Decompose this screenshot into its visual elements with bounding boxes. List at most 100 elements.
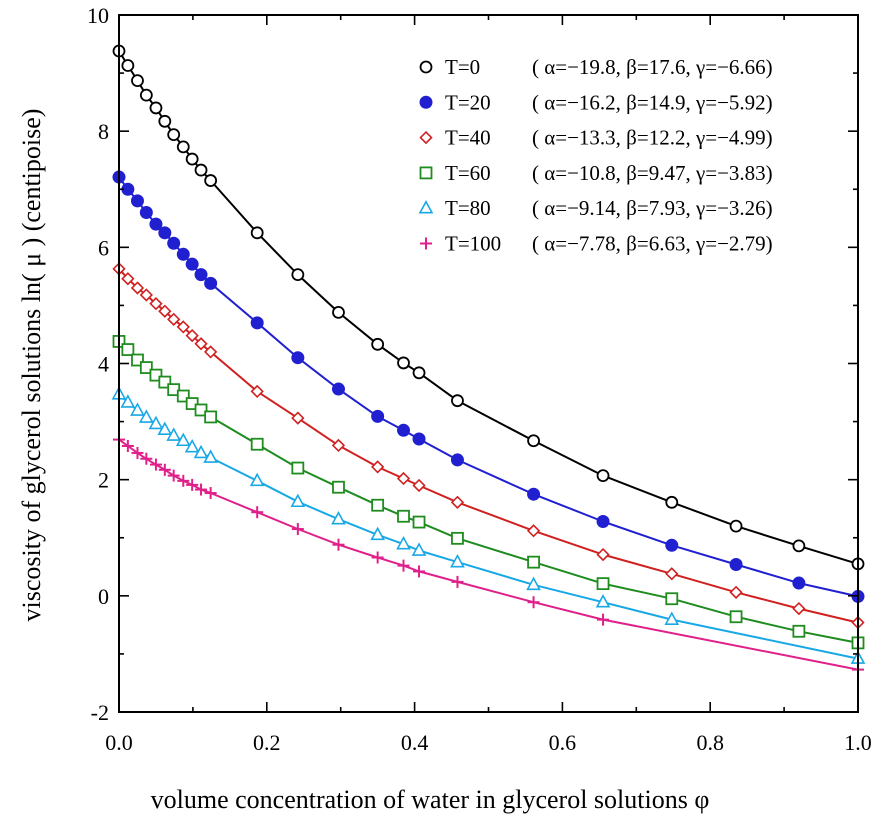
data-point xyxy=(396,471,411,486)
data-point xyxy=(729,585,743,599)
data-point xyxy=(139,288,153,302)
data-point xyxy=(131,74,144,88)
data-point xyxy=(195,483,208,496)
data-point xyxy=(149,368,163,382)
data-point xyxy=(450,495,465,509)
data-point xyxy=(396,535,411,550)
data-point xyxy=(185,152,199,166)
series-line xyxy=(118,268,859,624)
series-t100 xyxy=(113,433,864,676)
data-point xyxy=(194,163,208,177)
data-point xyxy=(291,268,305,282)
data-point xyxy=(149,217,163,231)
legend-series-name: T=40 xyxy=(445,126,491,150)
data-point xyxy=(176,320,190,334)
legend-item: T=80 ( α=−9.14, β=7.93, γ=−3.26) xyxy=(418,196,773,220)
data-point xyxy=(250,384,264,399)
data-point xyxy=(166,427,182,441)
data-point xyxy=(184,438,200,453)
data-point xyxy=(397,423,411,437)
data-point xyxy=(451,575,464,588)
data-point xyxy=(175,432,191,447)
data-point xyxy=(331,510,346,525)
data-point xyxy=(186,478,199,491)
legend-item: T=60 ( α=−10.8, β=9.47, γ=−3.83) xyxy=(419,161,773,185)
data-point xyxy=(194,268,208,282)
data-point xyxy=(526,524,541,538)
data-point xyxy=(193,444,209,459)
data-point xyxy=(412,478,426,493)
data-point xyxy=(419,95,433,109)
data-point xyxy=(595,594,611,608)
data-point xyxy=(665,592,679,606)
data-point xyxy=(665,538,679,552)
x-axis-label: volume concentration of water in glycero… xyxy=(151,785,710,814)
legend-series-name: T=20 xyxy=(445,90,491,114)
data-point xyxy=(158,304,172,318)
data-point xyxy=(419,60,433,74)
data-point xyxy=(729,610,743,624)
data-point xyxy=(291,523,304,536)
data-point xyxy=(149,101,163,115)
series-t40 xyxy=(112,262,865,630)
data-point xyxy=(130,402,145,416)
legend-params: ( α=−13.3, β=12.2, γ=−4.99) xyxy=(532,126,773,150)
data-point xyxy=(596,469,610,483)
data-point xyxy=(149,297,163,311)
data-point xyxy=(527,555,540,569)
x-tick-label: 0.2 xyxy=(253,730,281,755)
data-point xyxy=(131,446,144,459)
axes xyxy=(118,14,859,713)
data-point xyxy=(792,601,806,616)
data-point xyxy=(729,557,743,571)
data-point xyxy=(185,328,199,343)
data-point xyxy=(177,474,190,487)
y-tick-label: 6 xyxy=(98,235,109,260)
data-point xyxy=(204,487,217,500)
data-point xyxy=(131,353,144,367)
legend-params: ( α=−9.14, β=7.93, γ=−3.26) xyxy=(532,196,773,220)
data-point xyxy=(526,576,541,591)
x-axis: 0.0 0.2 0.4 0.6 0.8 1.0 xyxy=(105,15,872,755)
data-point xyxy=(157,421,173,436)
data-point xyxy=(451,531,464,545)
data-point xyxy=(729,519,743,533)
series-t20 xyxy=(112,170,865,603)
data-point xyxy=(418,200,434,214)
data-point xyxy=(121,343,135,356)
data-point xyxy=(158,226,172,240)
data-point xyxy=(291,351,305,365)
y-tick-label: 8 xyxy=(98,119,109,144)
data-point xyxy=(419,166,433,180)
legend-series-name: T=60 xyxy=(445,161,491,185)
data-point xyxy=(139,88,153,102)
data-point xyxy=(664,611,680,625)
y-tick-label: 4 xyxy=(98,352,109,377)
data-point xyxy=(596,577,610,591)
y-axis-label: viscosity of glycerol solutions ln( μ ) … xyxy=(17,109,46,622)
legend-item: T=100 ( α=−7.78, β=6.63, γ=−2.79) xyxy=(420,232,773,256)
data-point xyxy=(331,382,345,396)
legend-series-name: T=0 xyxy=(445,55,480,79)
data-point xyxy=(204,410,218,424)
data-point xyxy=(397,559,410,572)
data-point xyxy=(419,130,433,145)
legend-params: ( α=−7.78, β=6.63, γ=−2.79) xyxy=(532,232,773,256)
plot-frame xyxy=(118,14,859,713)
data-point xyxy=(331,438,346,453)
series-t80 xyxy=(111,386,866,664)
data-point xyxy=(167,128,181,142)
y-tick-label: 2 xyxy=(98,468,109,493)
data-point xyxy=(138,409,154,423)
legend-params: ( α=−16.2, β=14.9, γ=−5.92) xyxy=(532,90,773,114)
data-point xyxy=(139,361,153,374)
series-t0 xyxy=(112,44,865,571)
data-point xyxy=(176,389,190,403)
data-point xyxy=(167,312,181,326)
y-tick-label: 0 xyxy=(98,584,109,609)
data-point xyxy=(371,409,385,423)
data-point xyxy=(167,236,181,250)
data-point xyxy=(130,281,145,295)
data-point xyxy=(412,515,426,529)
